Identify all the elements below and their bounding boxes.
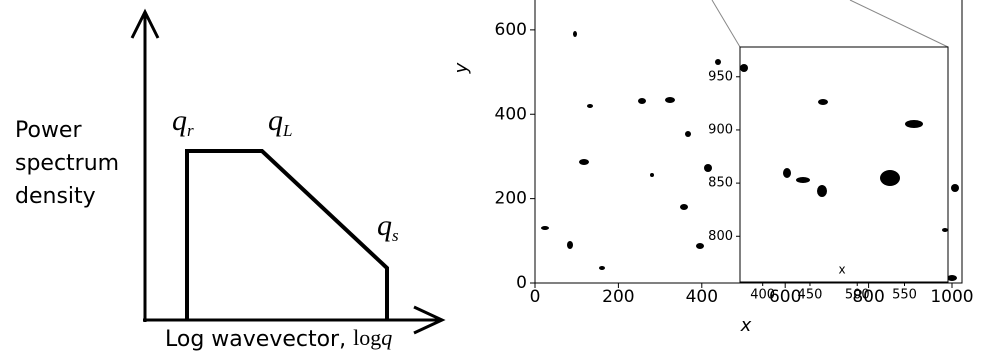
math: q <box>381 325 392 350</box>
speck <box>541 226 549 230</box>
y-axis-label: y <box>451 62 472 74</box>
symbol: q <box>377 209 392 242</box>
subscript: s <box>392 226 399 245</box>
speck <box>905 120 923 128</box>
page: Power spectrum density Log wavevector, l… <box>0 0 983 355</box>
speck <box>696 243 704 249</box>
point-label: qs <box>377 209 399 245</box>
x-label-text: Log wavevector, <box>165 327 346 352</box>
x-tick-label: 500 <box>845 288 870 303</box>
speck <box>685 131 691 137</box>
y-tick-label: 950 <box>708 69 733 84</box>
speck <box>579 159 589 165</box>
point-label: qL <box>268 104 292 140</box>
y-label: density <box>15 184 96 209</box>
x-label: Log wavevector, logq <box>165 325 392 352</box>
y-tick-label: 200 <box>495 189 527 209</box>
y-label: Power <box>15 118 82 143</box>
zoom-line <box>712 0 740 47</box>
zoom-line <box>850 0 948 47</box>
speck <box>783 168 791 178</box>
math: log <box>353 325 381 350</box>
speck <box>680 204 688 210</box>
speck <box>638 98 646 104</box>
speck <box>942 228 948 232</box>
speck <box>650 173 654 177</box>
point-label: qr <box>172 104 194 140</box>
y-label: spectrum <box>15 151 119 176</box>
spectrum-curve <box>187 151 387 320</box>
speck <box>587 104 593 108</box>
speck <box>740 64 748 72</box>
speck <box>573 31 577 37</box>
x-tick-label: 200 <box>602 287 634 307</box>
symbol: q <box>268 104 283 137</box>
figure: Power spectrum density Log wavevector, l… <box>0 0 983 355</box>
y-tick-label: 900 <box>708 122 733 137</box>
schematic <box>132 12 442 333</box>
speck <box>796 177 810 183</box>
speck <box>567 241 573 249</box>
speck <box>704 164 712 172</box>
y-tick-label: 850 <box>708 176 733 191</box>
symbol: q <box>172 104 187 137</box>
inset-x-label: x <box>838 263 845 277</box>
subscript: r <box>187 121 194 140</box>
speck <box>665 97 675 103</box>
speck <box>951 184 959 192</box>
x-tick-label: 550 <box>892 288 917 303</box>
y-tick-label: 0 <box>516 273 527 293</box>
x-tick-label: 400 <box>686 287 718 307</box>
x-axis-label: x <box>740 315 752 336</box>
y-tick-label: 800 <box>708 229 733 244</box>
x-tick-label: 400 <box>750 288 775 303</box>
x-tick-label: 450 <box>798 288 823 303</box>
speck <box>880 170 900 186</box>
speck <box>715 59 721 65</box>
inset-frame <box>740 47 948 282</box>
speck <box>599 266 605 270</box>
x-tick-label: 0 <box>530 287 541 307</box>
speck <box>818 99 828 105</box>
y-tick-label: 600 <box>495 20 527 40</box>
subscript: L <box>282 121 292 140</box>
y-tick-label: 400 <box>495 104 527 124</box>
x-tick-label: 1000 <box>930 287 973 307</box>
speck <box>817 185 827 197</box>
